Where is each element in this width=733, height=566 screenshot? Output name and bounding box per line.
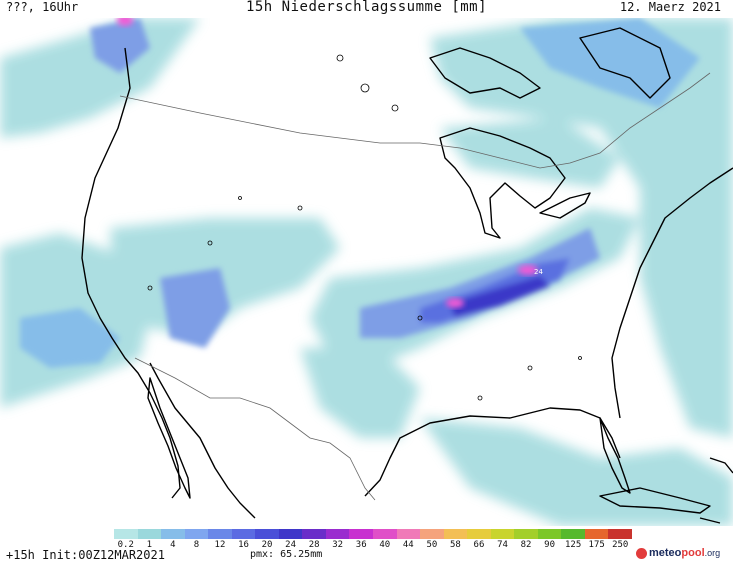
color-scale-tick-label: 1 bbox=[146, 540, 153, 550]
color-scale-step bbox=[537, 529, 562, 539]
color-scale-tick-label: 44 bbox=[402, 540, 414, 550]
caribbean-islands bbox=[699, 457, 733, 524]
color-scale-tick-label: 36 bbox=[355, 540, 367, 550]
precip-max-pink-east bbox=[518, 265, 538, 275]
precip-nw-moderate bbox=[90, 18, 150, 73]
precip-max-pink-west bbox=[446, 298, 464, 308]
color-scale-step bbox=[184, 529, 209, 539]
color-scale-step bbox=[255, 529, 279, 539]
florida bbox=[599, 417, 631, 494]
valid-date-label: 12. Maerz 2021 bbox=[619, 0, 721, 14]
color-scale-tick-label: 12 bbox=[214, 540, 226, 550]
color-scale-tick-label: 32 bbox=[332, 540, 344, 550]
color-scale-step bbox=[373, 529, 397, 539]
us-canada-border bbox=[119, 72, 711, 169]
color-scale-tick-label: 20 bbox=[261, 540, 273, 550]
precip-gulf-caribbean bbox=[420, 418, 733, 526]
cuba bbox=[599, 487, 711, 514]
pmx-label: pmx: 65.25mm bbox=[250, 549, 323, 560]
color-scale-step bbox=[420, 529, 444, 539]
precip-canada-moderate bbox=[520, 18, 700, 108]
color-scale-step bbox=[325, 529, 350, 539]
color-scale-tick-label: 125 bbox=[564, 540, 582, 550]
color-scale-step bbox=[514, 529, 538, 539]
color-scale-step bbox=[467, 529, 491, 539]
precip-max-pink-nw bbox=[117, 18, 133, 26]
valid-time-label: ???, 16Uhr bbox=[6, 0, 79, 14]
color-scale-step bbox=[608, 529, 633, 539]
color-scale-tick-label: 74 bbox=[497, 540, 508, 550]
color-scale-tick-label: 250 bbox=[612, 540, 629, 550]
color-scale-bar bbox=[114, 529, 633, 539]
color-scale-tick-label: 50 bbox=[426, 540, 438, 550]
color-scale-tick-label: 58 bbox=[449, 540, 461, 550]
color-scale-tick-label: 40 bbox=[379, 540, 391, 550]
color-scale-step bbox=[490, 529, 515, 539]
color-scale-step bbox=[443, 529, 468, 539]
color-scale-step bbox=[584, 529, 609, 539]
color-scale-tick-label: 66 bbox=[473, 540, 485, 550]
init-time-label: +15h Init:00Z12MAR2021 bbox=[6, 548, 165, 562]
header-bar: ???, 16Uhr 15h Niederschlagssumme [mm] 1… bbox=[0, 0, 733, 18]
color-scale-tick-label: 24 bbox=[285, 540, 296, 550]
color-scale-tick-label: 28 bbox=[308, 540, 320, 550]
precip-atlantic bbox=[640, 158, 733, 438]
logo-text-meteo: meteo bbox=[649, 547, 682, 559]
color-scale-step bbox=[396, 529, 421, 539]
color-scale-step bbox=[208, 529, 232, 539]
footer-bar: 0.2 1 4 8 12 16 20 24 28 32 36 40 44 50 58 66 74 82 90 125 1… bbox=[0, 526, 733, 566]
coastlines bbox=[81, 27, 733, 524]
us-mexico-border bbox=[134, 357, 376, 501]
color-scale-step bbox=[114, 529, 138, 539]
color-scale-step bbox=[302, 529, 326, 539]
atlantic-coast bbox=[611, 167, 733, 419]
color-scale-tick-label: 82 bbox=[520, 540, 532, 550]
logo-text-pool: pool bbox=[681, 547, 705, 559]
precipitation-map: 24 bbox=[0, 18, 733, 526]
max-value-label: 24 bbox=[534, 268, 543, 276]
political-borders bbox=[119, 72, 711, 501]
precip-sw-moderate bbox=[20, 308, 120, 368]
pacific-coast bbox=[81, 47, 181, 499]
color-scale-tick-label: 8 bbox=[193, 540, 200, 550]
color-scale-tick-label: 175 bbox=[588, 540, 605, 550]
logo-mark-icon bbox=[636, 547, 647, 559]
canada-islands bbox=[579, 27, 671, 99]
color-scale-ticks: 0.2 1 4 8 12 16 20 24 28 32 36 40 44 50 58 66 74 82 90 125 1… bbox=[114, 540, 632, 552]
precip-band-core bbox=[450, 276, 550, 318]
color-scale-tick-label: 4 bbox=[170, 540, 176, 550]
hudson-bay-edge bbox=[429, 47, 541, 99]
baja-peninsula bbox=[147, 377, 191, 499]
color-scale-step bbox=[137, 529, 162, 539]
logo-text-org: .org bbox=[704, 548, 721, 558]
lake-ontario-erie bbox=[539, 192, 591, 219]
color-scale-tick-label: 0.2 bbox=[117, 540, 134, 550]
color-scale-step bbox=[561, 529, 585, 539]
color-scale-step bbox=[231, 529, 256, 539]
inland-lakes bbox=[147, 54, 582, 401]
color-scale-step bbox=[349, 529, 374, 539]
precip-utah-moderate bbox=[160, 268, 230, 348]
color-scale-step bbox=[278, 529, 303, 539]
great-lakes-outline bbox=[439, 127, 566, 239]
meteopool-logo[interactable]: meteo pool .org bbox=[636, 547, 720, 559]
color-scale-step bbox=[161, 529, 185, 539]
color-scale-tick-label: 16 bbox=[238, 540, 249, 550]
precip-texas bbox=[300, 348, 420, 438]
color-scale-tick-label: 90 bbox=[544, 540, 555, 550]
precip-great-lakes bbox=[440, 118, 620, 188]
mexico-west-coast bbox=[149, 362, 256, 519]
map-title: 15h Niederschlagssumme [mm] bbox=[245, 0, 488, 15]
